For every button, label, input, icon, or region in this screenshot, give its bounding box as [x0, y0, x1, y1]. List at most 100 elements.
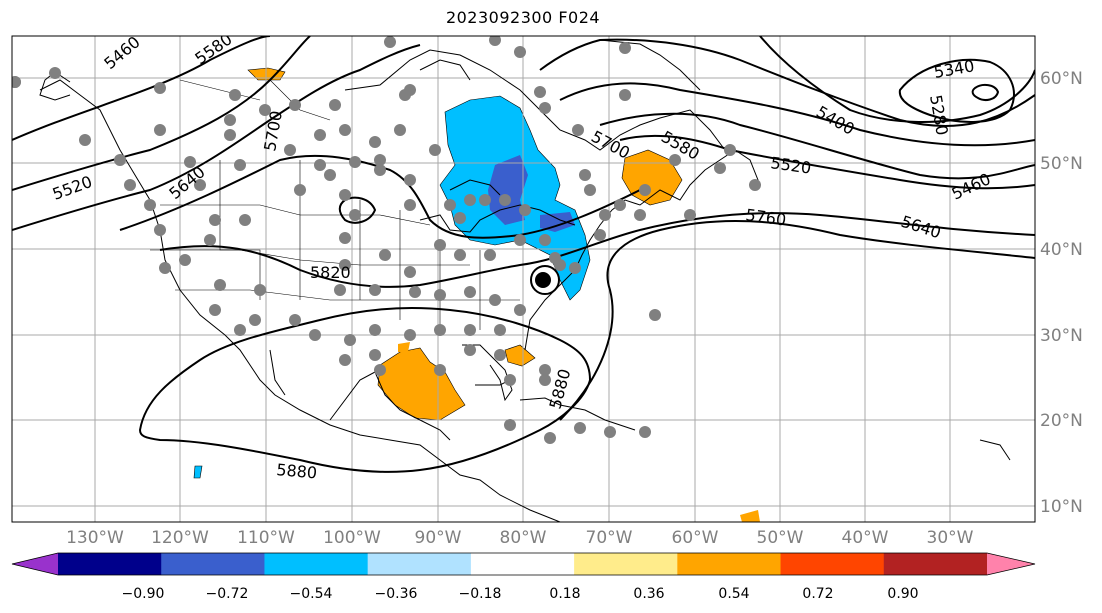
station-dot: [494, 349, 506, 361]
colorbar-bin: [367, 553, 472, 575]
station-dot: [224, 129, 236, 141]
station-dot: [539, 364, 551, 376]
station-dot: [684, 209, 696, 221]
station-dot: [284, 144, 296, 156]
station-dot: [349, 209, 361, 221]
station-dot: [339, 354, 351, 366]
station-dot: [484, 249, 496, 261]
colorbar-extend-high: [987, 553, 1035, 575]
lon-label: 120°W: [151, 528, 209, 548]
station-dot: [434, 289, 446, 301]
colorbar-tick: −0.72: [206, 586, 249, 602]
station-dot: [384, 36, 396, 48]
lon-label: 40°W: [842, 528, 889, 548]
station-dot: [49, 67, 61, 79]
colorbar-extend-low: [12, 553, 58, 575]
longitude-labels: 130°W 120°W 110°W 100°W 90°W 80°W 70°W 6…: [66, 528, 974, 548]
station-dot: [489, 36, 501, 46]
station-dot: [454, 249, 466, 261]
station-dot: [669, 154, 681, 166]
lon-label: 80°W: [500, 528, 547, 548]
lat-label: 60°N: [1040, 69, 1083, 89]
station-dot: [464, 324, 476, 336]
colorbar-tick: −0.36: [375, 586, 418, 602]
lat-label: 40°N: [1040, 240, 1083, 260]
station-dot: [214, 279, 226, 291]
station-dot: [539, 374, 551, 386]
low-center: [530, 265, 560, 295]
station-dot: [339, 259, 351, 271]
graticule: [12, 36, 1035, 522]
lon-label: 110°W: [237, 528, 295, 548]
station-dot: [604, 426, 616, 438]
station-dot: [239, 214, 251, 226]
station-dot: [614, 199, 626, 211]
station-dot: [464, 194, 476, 206]
colorbar-tick: 0.54: [718, 586, 749, 602]
station-dot: [519, 204, 531, 216]
station-dot: [79, 134, 91, 146]
station-dot: [464, 344, 476, 356]
station-dot: [379, 249, 391, 261]
station-dot: [229, 89, 241, 101]
station-dot: [344, 334, 356, 346]
station-dot: [724, 144, 736, 156]
station-dot: [369, 349, 381, 361]
colorbar: [11, 552, 1036, 576]
colorbar-bin: [58, 553, 162, 575]
station-dot: [249, 314, 261, 326]
station-dot: [324, 169, 336, 181]
station-dot: [399, 89, 411, 101]
station-dot: [369, 324, 381, 336]
lat-label: 10°N: [1040, 497, 1083, 517]
colorbar-tick: 0.90: [887, 586, 918, 602]
station-dot: [12, 76, 21, 88]
station-dot: [544, 432, 556, 444]
station-dot: [434, 364, 446, 376]
station-dot: [539, 102, 551, 114]
station-dot: [434, 324, 446, 336]
station-dot: [714, 162, 726, 174]
station-dot: [339, 189, 351, 201]
station-dot: [514, 46, 526, 58]
station-dot: [374, 364, 386, 376]
station-dot: [619, 42, 631, 54]
station-dot: [749, 179, 761, 191]
colorbar-bin: [264, 553, 369, 575]
station-dot: [404, 199, 416, 211]
station-dot: [434, 239, 446, 251]
station-dot: [204, 234, 216, 246]
station-dot: [209, 214, 221, 226]
station-dot: [464, 286, 476, 298]
station-dot: [339, 124, 351, 136]
station-dot: [504, 374, 516, 386]
lon-label: 50°W: [757, 528, 804, 548]
station-dots: [12, 36, 761, 444]
station-dot: [329, 99, 341, 111]
lat-label: 50°N: [1040, 154, 1083, 174]
station-dot: [649, 309, 661, 321]
station-dot: [409, 286, 421, 298]
coastlines: [39, 39, 1011, 522]
station-dot: [154, 224, 166, 236]
lon-label: 30°W: [927, 528, 974, 548]
station-dot: [144, 199, 156, 211]
station-dot: [539, 234, 551, 246]
station-dot: [339, 232, 351, 244]
station-dot: [634, 209, 646, 221]
station-dot: [514, 234, 526, 246]
contour-label: 5880: [276, 460, 318, 482]
colorbar-tick: 0.18: [549, 586, 580, 602]
station-dot: [294, 184, 306, 196]
lon-label: 100°W: [323, 528, 381, 548]
lat-label: 20°N: [1040, 411, 1083, 431]
station-dot: [489, 294, 501, 306]
station-dot: [594, 229, 606, 241]
latitude-labels: 60°N 50°N 40°N 30°N 20°N 10°N: [1040, 69, 1083, 517]
lon-label: 130°W: [66, 528, 124, 548]
station-dot: [584, 184, 596, 196]
station-dot: [374, 154, 386, 166]
station-dot: [179, 254, 191, 266]
station-dot: [494, 324, 506, 336]
station-dot: [334, 284, 346, 296]
